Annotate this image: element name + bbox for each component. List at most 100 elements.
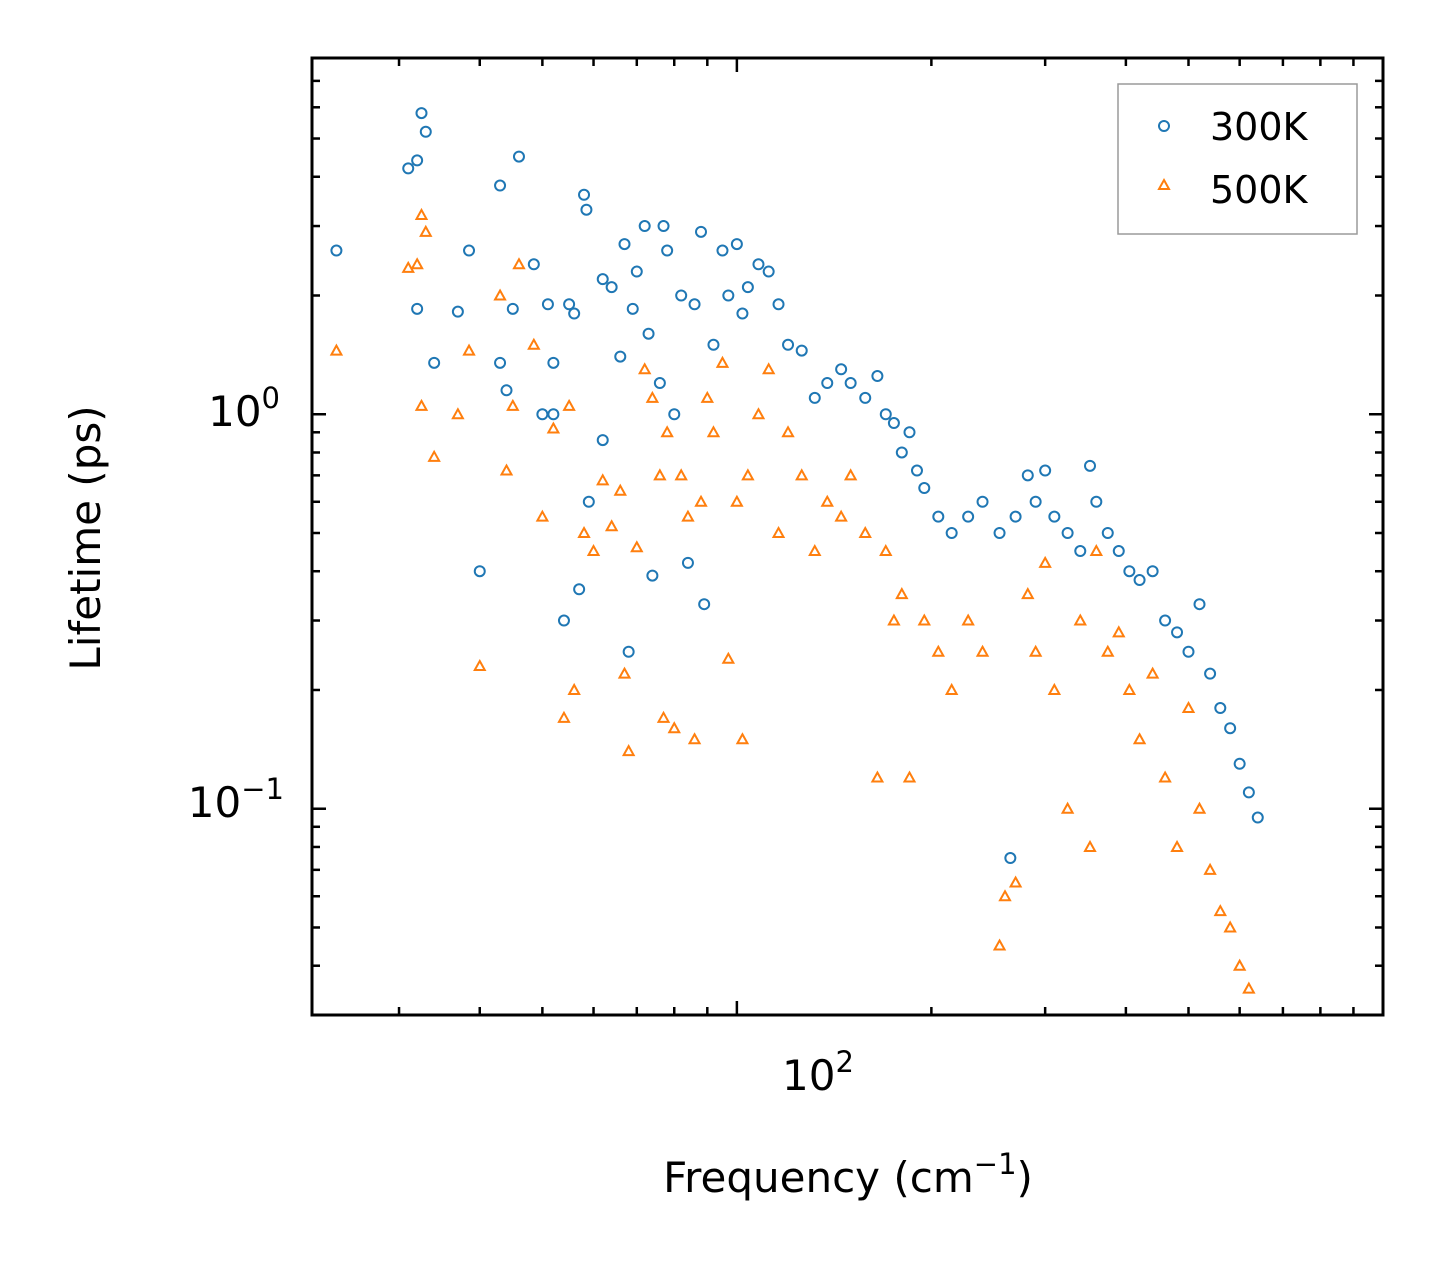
point-500K [546, 421, 561, 434]
point-500K [557, 710, 571, 723]
point-500K [944, 682, 959, 695]
point-500K [681, 509, 695, 522]
y-tick-label-0.1: 10−1 [188, 772, 284, 827]
legend-marker-500K [1157, 177, 1171, 190]
point-500K [700, 390, 715, 403]
point-500K [751, 407, 766, 420]
point-300K [547, 408, 560, 421]
point-300K [1233, 757, 1246, 770]
point-300K [707, 338, 720, 351]
point-500K [706, 425, 721, 438]
point-300K [730, 238, 743, 251]
point-300K [1061, 527, 1074, 540]
point-300K [795, 344, 808, 357]
point-300K [1171, 626, 1184, 639]
point-300K [580, 203, 593, 216]
point-300K [527, 258, 540, 271]
point-500K [493, 288, 507, 301]
point-500K [660, 425, 674, 438]
point-300K [962, 510, 975, 523]
point-500K [401, 260, 415, 273]
y-axis-label: Lifetime (ps) [61, 405, 110, 670]
point-300K [573, 583, 586, 596]
point-300K [1251, 811, 1264, 824]
point-300K [653, 377, 666, 390]
point-500K [761, 362, 776, 375]
point-300K [945, 527, 958, 540]
point-500K [577, 525, 591, 539]
point-300K [630, 265, 643, 278]
point-300K [1090, 495, 1103, 508]
point-500K [1028, 644, 1043, 657]
point-300K [821, 377, 834, 390]
point-500K [808, 543, 822, 557]
point-500K [998, 889, 1012, 902]
point-500K [637, 362, 652, 375]
point-300K [844, 377, 857, 390]
point-300K [618, 238, 631, 251]
point-500K [961, 613, 975, 626]
point-300K [1242, 786, 1255, 799]
point-300K [722, 289, 735, 302]
point-500K [721, 651, 736, 664]
point-300K [626, 302, 639, 315]
point-500K [1008, 875, 1023, 888]
point-300K [976, 495, 989, 508]
point-500K [887, 613, 901, 626]
legend-marker-300K [1158, 120, 1170, 132]
point-300K [1133, 574, 1146, 587]
point-300K [428, 356, 441, 369]
point-500K [694, 494, 708, 507]
point-300K [494, 179, 507, 192]
point-500K [781, 425, 795, 438]
point-300K [638, 220, 651, 233]
point-500K [1192, 801, 1207, 814]
svg-text:102: 102 [782, 1045, 854, 1100]
point-300K [879, 408, 892, 421]
point-300K [506, 302, 519, 315]
point-300K [500, 384, 513, 397]
point-500K [917, 613, 931, 626]
point-500K [1122, 682, 1137, 695]
point-500K [1038, 555, 1052, 568]
svg-text:100: 100 [208, 381, 280, 436]
point-300K [563, 298, 576, 311]
point-500K [879, 543, 893, 557]
point-300K [411, 302, 424, 315]
point-500K [931, 644, 946, 657]
point-500K [586, 543, 601, 557]
point-500K [1158, 770, 1172, 783]
point-300K [859, 391, 872, 404]
point-300K [642, 327, 655, 340]
point-500K [795, 468, 809, 481]
point-500K [427, 449, 441, 462]
point-500K [645, 390, 660, 403]
point-300K [646, 569, 659, 582]
point-300K [835, 363, 848, 376]
point-500K [975, 644, 990, 657]
point-500K [820, 494, 834, 507]
point-500K [1089, 543, 1104, 557]
legend: 300K 500K [1117, 83, 1358, 235]
point-500K [667, 721, 681, 734]
point-500K [506, 398, 520, 411]
point-500K [414, 398, 429, 411]
point-300K [411, 154, 424, 167]
point-500K [687, 732, 702, 745]
point-300K [1009, 510, 1022, 523]
point-300K [741, 281, 754, 294]
point-300K [681, 556, 694, 569]
point-500K [1073, 613, 1087, 626]
point-300K [871, 370, 884, 383]
point-300K [582, 495, 595, 508]
point-500K [1242, 981, 1256, 994]
point-300K [415, 107, 428, 120]
point-300K [716, 244, 729, 257]
point-500K [741, 468, 755, 481]
point-500K [735, 732, 750, 745]
point-500K [329, 343, 344, 356]
point-300K [1146, 565, 1159, 578]
point-300K [402, 162, 415, 175]
point-300K [1193, 598, 1206, 611]
point-500K [617, 666, 632, 679]
